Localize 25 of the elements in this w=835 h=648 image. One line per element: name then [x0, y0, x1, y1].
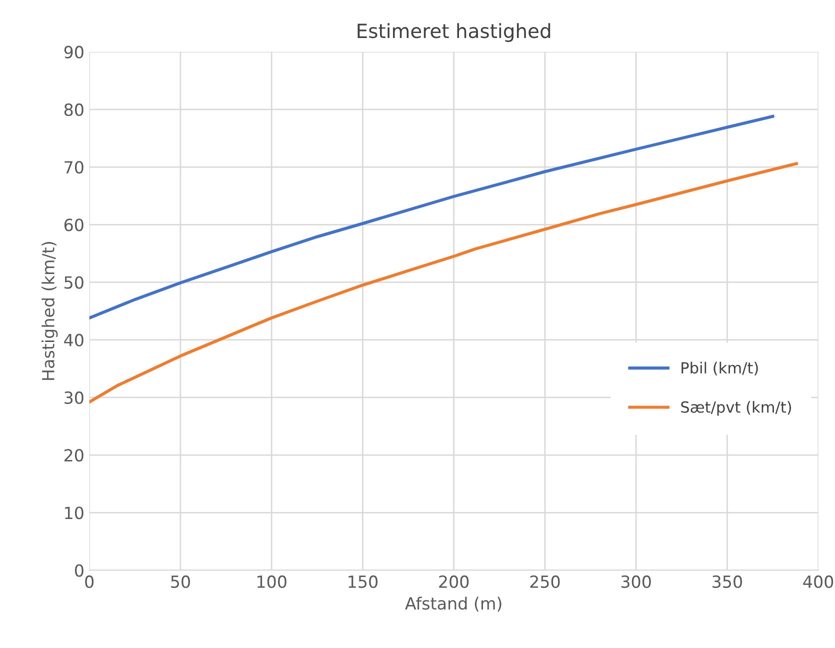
legend-label: Pbil (km/t)	[682, 362, 758, 376]
chart-title: Estimeret hastighed	[358, 23, 550, 42]
y-tick-label: 90	[64, 46, 84, 58]
y-tick-label: 40	[64, 334, 84, 346]
y-tick-label: 0	[74, 564, 84, 577]
y-tick-label: 50	[64, 276, 84, 289]
x-tick-label: 100	[258, 575, 286, 588]
y-tick-label: 20	[64, 449, 84, 462]
y-tick-label: 60	[64, 218, 84, 232]
y-tick-label: 10	[65, 506, 84, 520]
y-tick-label: 30	[64, 391, 84, 404]
y-axis-title: Hastighed (km/t)	[42, 242, 58, 380]
x-tick-label: 50	[171, 575, 190, 588]
line-series	[89, 114, 774, 320]
x-tick-label: 250	[530, 575, 560, 588]
x-tick-label: 0	[85, 575, 94, 588]
legend-label: Sæt/pvt (km/t)	[681, 401, 792, 416]
x-tick-label: 300	[621, 575, 651, 588]
x-axis-title: Afstand (m)	[405, 596, 502, 612]
y-tick-label: 80	[64, 103, 84, 116]
x-tick-label: 350	[712, 575, 742, 588]
x-tick-label: 150	[348, 575, 378, 588]
x-tick-label: 200	[439, 575, 469, 588]
y-tick-label: 70	[64, 161, 84, 174]
x-tick-label: 400	[803, 575, 834, 588]
